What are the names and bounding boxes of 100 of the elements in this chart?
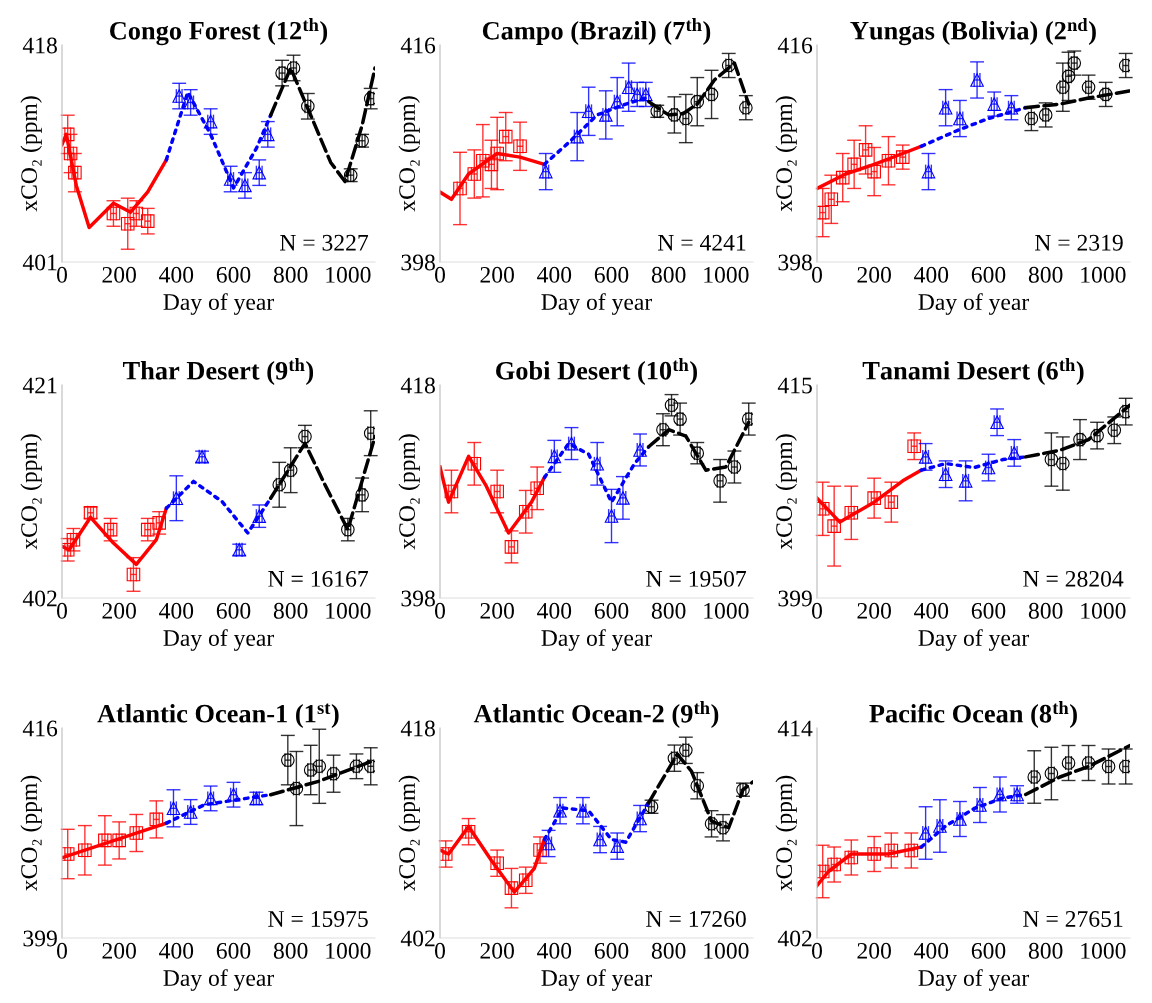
point <box>312 759 327 774</box>
point <box>667 108 682 122</box>
chart-title: Atlantic Ocean-2 (9$^{th}$) <box>473 701 719 728</box>
y-axis-title: xCO₂ (ppm) <box>398 96 420 212</box>
x-tick-label: 200 <box>102 942 136 959</box>
point <box>66 532 81 547</box>
x-axis-title: Day of year <box>918 969 1030 991</box>
point <box>149 812 164 827</box>
point <box>1038 108 1053 122</box>
point <box>518 873 533 888</box>
point <box>1004 100 1019 115</box>
annotation: N = 17260 <box>646 910 746 927</box>
y-axis-title: xCO₂ (ppm) <box>398 775 420 892</box>
x-tick-label: 600 <box>971 942 1006 959</box>
point <box>938 100 953 115</box>
annotation: N = 15975 <box>268 911 368 927</box>
x-tick-label: 0 <box>57 942 67 959</box>
x-tick-label: 200 <box>102 266 136 283</box>
x-tick-label: 1000 <box>326 602 371 619</box>
point <box>363 426 375 441</box>
point <box>721 58 736 73</box>
point <box>570 129 585 144</box>
point <box>538 164 553 179</box>
point <box>203 114 218 129</box>
y-axis-title: xCO₂ (ppm) <box>20 775 42 892</box>
y-axis-title: xCO₂ (ppm) <box>775 96 797 212</box>
y-tick-label: 421 <box>22 377 57 394</box>
point <box>938 467 953 481</box>
point <box>1044 766 1059 781</box>
x-tick-label: 200 <box>480 942 514 959</box>
point <box>727 460 742 474</box>
y-axis-title: xCO₂ (ppm) <box>398 434 420 550</box>
x-tick-label: 0 <box>57 602 67 619</box>
y-tick-label: 399 <box>23 930 57 947</box>
point <box>349 759 364 774</box>
annotation: N = 28204 <box>1023 570 1124 587</box>
x-tick-label: 200 <box>857 266 891 283</box>
point <box>1044 452 1059 467</box>
x-tick-label: 800 <box>651 602 686 619</box>
x-tick-label: 800 <box>651 266 686 283</box>
chart-title: Thar Desert (9$^{th}$) <box>122 358 314 385</box>
point <box>103 522 118 537</box>
point <box>918 826 933 840</box>
x-axis-title: Day of year <box>541 969 653 991</box>
point <box>1101 759 1116 774</box>
point <box>904 843 919 858</box>
point <box>598 108 613 122</box>
x-tick-label: 0 <box>812 942 822 959</box>
chart-title: Gobi Desert (10$^{th}$) <box>496 358 697 385</box>
x-tick-label: 400 <box>537 942 572 959</box>
point <box>690 446 705 460</box>
x-axis-title: Day of year <box>163 293 275 315</box>
point <box>690 778 705 793</box>
point <box>289 781 304 796</box>
y-tick-label: 398 <box>401 590 435 607</box>
point <box>741 412 753 426</box>
chart-title: Tanami Desert (6$^{th}$) <box>862 358 1084 385</box>
y-tick-label: 418 <box>400 720 435 737</box>
x-tick-label: 400 <box>537 602 572 619</box>
point <box>169 491 184 506</box>
point <box>981 460 996 475</box>
y-tick-label: 414 <box>777 720 813 737</box>
x-tick-label: 1000 <box>326 266 371 283</box>
y-tick-label: 398 <box>778 254 812 271</box>
point <box>844 505 859 520</box>
chart-title: Campo (Brazil) (7$^{th}$) <box>482 18 711 45</box>
chart-title: Pacific Ocean (8$^{th}$) <box>869 701 1077 728</box>
y-tick-label: 418 <box>22 37 57 54</box>
x-tick-label: 800 <box>273 942 308 959</box>
y-axis-title: xCO₂ (ppm) <box>775 775 797 892</box>
chart-title: Yungas (Bolivia) (2$^{nd}$) <box>850 18 1096 46</box>
y-axis-title: xCO₂ (ppm) <box>20 96 42 212</box>
y-tick-label: 418 <box>400 377 435 394</box>
x-tick-label: 0 <box>435 942 445 959</box>
x-tick-label: 1000 <box>1081 602 1126 619</box>
chart-title: Congo Forest (12$^{th}$) <box>110 18 328 46</box>
x-tick-label: 400 <box>537 266 572 283</box>
point <box>895 150 910 164</box>
x-tick-label: 400 <box>159 602 194 619</box>
point <box>590 457 605 471</box>
y-tick-label: 402 <box>777 930 812 947</box>
point <box>444 484 459 499</box>
annotation: N = 27651 <box>1023 911 1123 927</box>
annotation: N = 19507 <box>646 570 747 587</box>
x-axis-title: Day of year <box>541 293 653 315</box>
x-tick-label: 400 <box>159 266 194 283</box>
x-tick-label: 600 <box>594 942 629 959</box>
point <box>467 457 482 471</box>
x-tick-label: 200 <box>480 602 514 619</box>
x-tick-label: 1000 <box>704 942 749 959</box>
point <box>844 850 859 865</box>
point <box>62 127 75 142</box>
y-tick-label: 416 <box>400 37 436 54</box>
annotation: N = 16167 <box>268 570 369 587</box>
point <box>120 216 135 231</box>
x-axis-title: Day of year <box>918 629 1030 651</box>
x-tick-label: 600 <box>971 266 1006 283</box>
point <box>363 91 375 106</box>
point <box>129 826 144 840</box>
x-tick-label: 400 <box>914 942 949 959</box>
